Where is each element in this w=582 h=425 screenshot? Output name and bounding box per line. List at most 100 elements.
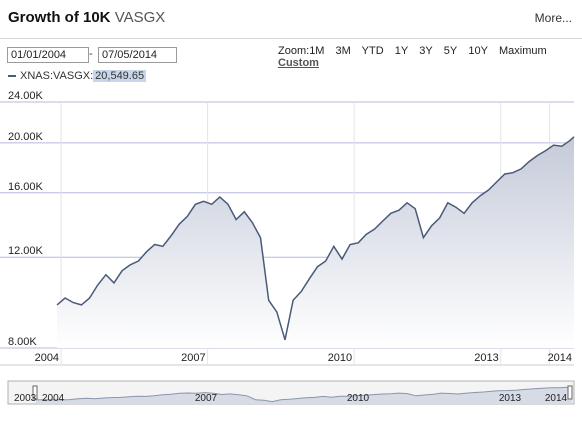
zoom-custom[interactable]: Custom	[278, 57, 319, 69]
header-divider	[0, 38, 582, 39]
data-point	[552, 144, 555, 147]
data-point	[511, 171, 514, 174]
data-point	[194, 203, 197, 206]
data-point	[283, 338, 286, 341]
data-point	[243, 210, 246, 213]
data-point	[186, 215, 189, 218]
zoom-3y[interactable]: 3Y	[419, 45, 433, 57]
end-date-input[interactable]: 07/05/2014	[98, 47, 177, 63]
data-point	[64, 297, 67, 300]
zoom-3m[interactable]: 3M	[335, 45, 351, 57]
data-point	[446, 201, 449, 204]
chart-title: Growth of 10K VASGX	[8, 9, 165, 26]
data-point	[560, 145, 563, 148]
data-point	[528, 160, 531, 163]
data-point	[414, 207, 417, 210]
data-point	[178, 223, 181, 226]
navigator-tick-label: 2007	[195, 393, 218, 404]
series-legend: XNAS:VASGX: 20,549.65	[8, 70, 147, 82]
data-point	[137, 259, 140, 262]
zoom-1m[interactable]: 1M	[309, 45, 325, 57]
x-tick-label: 2004	[35, 352, 59, 364]
title-text: Growth of 10K	[8, 9, 111, 26]
legend-series-value: 20,549.65	[93, 70, 147, 82]
data-point	[495, 180, 498, 183]
zoom-1y[interactable]: 1Y	[394, 45, 409, 57]
data-point	[397, 209, 400, 212]
data-point	[104, 273, 107, 276]
x-tick-label: 2010	[328, 352, 352, 364]
data-point	[430, 224, 433, 227]
data-point	[235, 218, 238, 221]
data-point	[406, 201, 409, 204]
chart-header: Growth of 10K VASGX More...	[0, 0, 582, 32]
zoom-10y[interactable]: 10Y	[468, 45, 488, 57]
data-point	[487, 189, 490, 192]
x-tick-label: 2014	[548, 352, 572, 364]
navigator-tick-label: 2010	[347, 393, 370, 404]
data-point	[161, 245, 164, 248]
data-point	[324, 259, 327, 262]
data-point	[463, 212, 466, 215]
x-tick-label: 2013	[474, 352, 498, 364]
legend-series-label: XNAS:VASGX:	[20, 70, 94, 82]
y-tick-label: 20.00K	[8, 131, 44, 143]
navigator-tick-label: 2004	[42, 393, 65, 404]
data-point	[218, 196, 221, 199]
y-tick-label: 16.00K	[8, 181, 44, 193]
data-point	[479, 194, 482, 197]
navigator-tick-label: 2003	[14, 393, 37, 404]
data-point	[121, 269, 124, 272]
navigator-left-handle[interactable]	[32, 385, 38, 400]
zoom-maximum[interactable]: Maximum	[498, 45, 547, 57]
data-point	[300, 290, 303, 293]
data-point	[259, 236, 262, 239]
data-point	[454, 206, 457, 209]
data-point	[573, 135, 576, 138]
data-point	[267, 299, 270, 302]
zoom-controls: Zoom:1M 3M YTD 1Y 3Y 5Y 10Y Maximum	[278, 45, 555, 57]
zoom-5y[interactable]: 5Y	[443, 45, 458, 57]
data-point	[88, 297, 91, 300]
data-point	[357, 241, 360, 244]
y-tick-label: 12.00K	[8, 245, 44, 257]
navigator[interactable]: 2003 2004 2007 2010 2013 2014	[7, 380, 575, 405]
navigator-line	[35, 386, 573, 403]
zoom-ytd[interactable]: YTD	[361, 45, 384, 57]
data-point	[226, 203, 229, 206]
data-point	[503, 173, 506, 176]
navigator-area	[36, 386, 572, 404]
data-point	[251, 221, 254, 224]
data-point	[275, 310, 278, 313]
data-point	[153, 243, 156, 246]
y-tick-label: 8.00K	[8, 336, 37, 348]
start-date-input[interactable]: 01/01/2004	[7, 47, 89, 63]
zoom-label: Zoom:	[278, 45, 310, 57]
legend-swatch	[8, 75, 16, 78]
data-point	[129, 263, 132, 266]
data-point	[389, 212, 392, 215]
data-point	[381, 220, 384, 223]
navigator-right-handle[interactable]	[567, 385, 573, 400]
x-tick-label: 2007	[181, 352, 205, 364]
data-point	[96, 283, 99, 286]
data-point	[365, 233, 368, 236]
series-line	[56, 136, 575, 341]
data-point	[340, 258, 343, 261]
data-point	[536, 154, 539, 157]
data-point	[422, 236, 425, 239]
data-point	[544, 149, 547, 152]
navigator-tick-label: 2013	[499, 393, 522, 404]
data-point	[72, 301, 75, 304]
navigator-tick-label: 2014	[545, 393, 568, 404]
data-point	[349, 243, 352, 246]
series-area	[57, 136, 574, 348]
more-link[interactable]: More...	[534, 11, 572, 25]
navigator-track[interactable]	[7, 380, 575, 405]
data-point	[169, 234, 172, 237]
ticker-symbol: VASGX	[114, 9, 166, 26]
data-point	[438, 216, 441, 219]
data-point	[80, 303, 83, 306]
data-point	[316, 265, 319, 268]
data-point	[471, 201, 474, 204]
